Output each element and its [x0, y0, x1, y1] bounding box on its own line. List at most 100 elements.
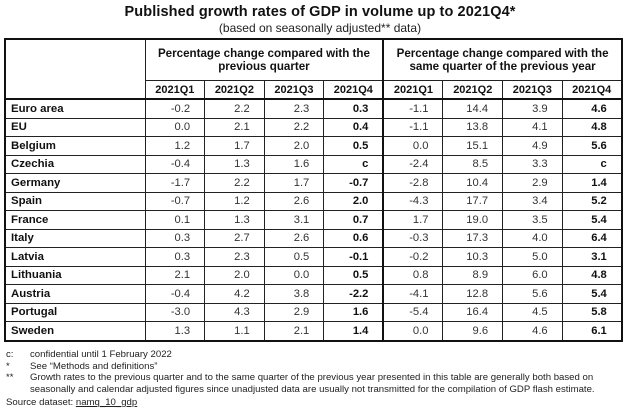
footnote-text: See “Methods and definitions”: [30, 360, 158, 372]
value-cell: 14.4: [442, 98, 504, 119]
quarter-header: 2021Q2: [442, 80, 504, 100]
value-cell: 1.7: [263, 173, 325, 193]
group-header-previous-year: Percentage change compared with the same…: [382, 38, 623, 81]
value-cell: 2.0: [263, 136, 325, 156]
value-cell: 4.2: [204, 284, 265, 304]
table-row: Belgium 1.2 1.7 2.0 0.5 0.0 15.1 4.9 5.6: [4, 136, 623, 156]
page-subtitle: (based on seasonally adjusted** data): [218, 21, 422, 35]
footnote: * See “Methods and definitions”: [6, 361, 636, 373]
value-cell: 12.8: [442, 284, 504, 304]
value-cell: 5.8: [561, 302, 623, 322]
value-cell: 17.7: [442, 191, 504, 211]
group-header-row: Percentage change compared with the prev…: [4, 38, 623, 100]
table-row: Spain -0.7 1.2 2.6 2.0 -4.3 17.7 3.4 5.2: [4, 191, 623, 211]
gdp-growth-table: Percentage change compared with the prev…: [4, 38, 623, 342]
table-row: Euro area -0.2 2.2 2.3 0.3 -1.1 14.4 3.9 4.6: [4, 98, 623, 119]
value-cell: 3.1: [561, 247, 623, 267]
value-cell: 2.1: [144, 265, 206, 285]
quarter-header: 2021Q3: [263, 80, 325, 100]
value-cell: 1.1: [204, 321, 265, 341]
value-cell: 0.3: [144, 247, 206, 267]
value-cell: c: [323, 154, 384, 174]
value-cell: 3.5: [502, 210, 563, 230]
value-cell: 4.9: [502, 136, 563, 156]
value-cell: 9.6: [442, 321, 504, 341]
group-header-previous-quarter: Percentage change compared with the prev…: [144, 38, 384, 81]
value-cell: 2.2: [204, 173, 265, 193]
table-body: Euro area -0.2 2.2 2.3 0.3 -1.1 14.4 3.9 4.6 EU 0.…: [4, 98, 623, 341]
value-cell: 1.3: [204, 210, 265, 230]
value-cell: -0.1: [323, 247, 384, 267]
footnotes: c: confidential until 1 February 2022 * See…: [6, 349, 636, 395]
value-cell: 3.4: [502, 191, 563, 211]
value-cell: -1.1: [382, 117, 444, 137]
value-cell: -0.7: [144, 191, 206, 211]
value-cell: -0.3: [382, 228, 444, 248]
value-cell: -0.7: [323, 173, 384, 193]
footnote-text: confidential until 1 February 2022: [30, 349, 172, 360]
value-cell: -2.2: [323, 284, 384, 304]
row-label: Italy: [4, 228, 146, 248]
table-row: Latvia 0.3 2.3 0.5 -0.1 -0.2 10.3 5.0 3.1: [4, 247, 623, 267]
row-label: Spain: [4, 191, 146, 211]
value-cell: 15.1: [442, 136, 504, 156]
value-cell: 4.6: [561, 98, 623, 119]
value-cell: 2.9: [502, 173, 563, 193]
value-cell: 0.7: [323, 210, 384, 230]
row-label: Belgium: [4, 136, 146, 156]
value-cell: 6.0: [502, 265, 563, 285]
footnote-key: c:: [6, 349, 14, 360]
source-dataset-link[interactable]: namq_10_gdp: [75, 397, 138, 408]
value-cell: 3.1: [263, 210, 325, 230]
value-cell: 5.4: [561, 210, 623, 230]
quarter-header: 2021Q1: [144, 80, 206, 100]
page-title: Published growth rates of GDP in volume …: [124, 4, 516, 20]
value-cell: 0.6: [323, 228, 384, 248]
value-cell: 3.9: [502, 98, 563, 119]
table-row: Lithuania 2.1 2.0 0.0 0.5 0.8 8.9 6.0 4.8: [4, 265, 623, 285]
row-label: Lithuania: [4, 265, 146, 285]
source-label: Source dataset:: [6, 397, 74, 408]
value-cell: 1.7: [382, 210, 444, 230]
quarter-header: 2021Q3: [502, 80, 563, 100]
value-cell: 8.5: [442, 154, 504, 174]
value-cell: -5.4: [382, 302, 444, 322]
value-cell: 2.3: [204, 247, 265, 267]
footnote: ** Growth rates to the previous quarter a…: [6, 372, 636, 395]
value-cell: 0.8: [382, 265, 444, 285]
value-cell: 1.3: [204, 154, 265, 174]
value-cell: 5.4: [561, 284, 623, 304]
quarter-header-row: 2021Q1 2021Q2 2021Q3 2021Q4 2021Q1 2021Q2 2021…: [5, 80, 623, 100]
value-cell: 19.0: [442, 210, 504, 230]
footnote-text: Growth rates to the previous quarter and…: [30, 372, 595, 395]
quarter-header: 2021Q1: [382, 80, 444, 100]
value-cell: -0.4: [144, 154, 206, 174]
row-label: Czechia: [4, 154, 146, 174]
table-row: Czechia -0.4 1.3 1.6 c -2.4 8.5 3.3 c: [4, 154, 623, 174]
table-row: France 0.1 1.3 3.1 0.7 1.7 19.0 3.5 5.4: [4, 210, 623, 230]
value-cell: 5.2: [561, 191, 623, 211]
value-cell: 0.4: [323, 117, 384, 137]
value-cell: 17.3: [442, 228, 504, 248]
value-cell: 5.0: [502, 247, 563, 267]
value-cell: 4.3: [204, 302, 265, 322]
value-cell: 6.4: [561, 228, 623, 248]
value-cell: 0.5: [323, 136, 384, 156]
quarter-header: 2021Q2: [204, 80, 265, 100]
value-cell: 5.6: [561, 136, 623, 156]
value-cell: 0.0: [382, 136, 444, 156]
value-cell: 8.9: [442, 265, 504, 285]
value-cell: 4.8: [561, 265, 623, 285]
value-cell: 10.4: [442, 173, 504, 193]
value-cell: -2.4: [382, 154, 444, 174]
value-cell: 4.8: [561, 117, 623, 137]
value-cell: -2.8: [382, 173, 444, 193]
value-cell: 1.3: [144, 321, 206, 341]
value-cell: 2.3: [263, 98, 325, 119]
value-cell: 2.9: [263, 302, 325, 322]
value-cell: 1.2: [144, 136, 206, 156]
value-cell: 3.8: [263, 284, 325, 304]
value-cell: 0.5: [263, 247, 325, 267]
row-label: France: [4, 210, 146, 230]
value-cell: 2.0: [323, 191, 384, 211]
